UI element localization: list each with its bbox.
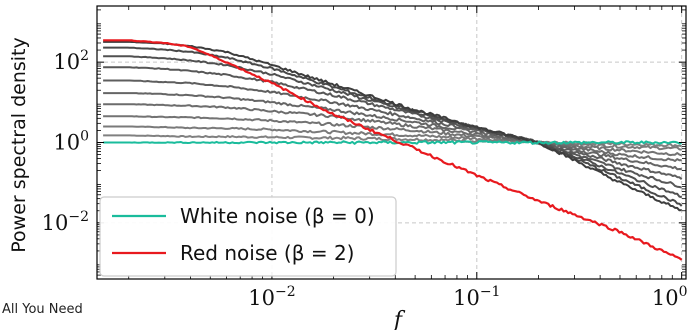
- footer-text: All You Need: [2, 302, 83, 317]
- white-noise-line: [103, 140, 682, 145]
- x-tick-label: 100: [652, 284, 688, 310]
- intermediate-noise-line: [103, 40, 682, 212]
- x-axis-label: f: [392, 308, 406, 330]
- intermediate-noise-line: [103, 103, 682, 162]
- intermediate-noise-line: [103, 134, 682, 148]
- x-tick-label: 10−1: [453, 284, 500, 310]
- tick-labels: 10−2 10−1 100 102 100 10−2: [42, 48, 688, 310]
- legend-label-red-noise: Red noise (β = 2): [180, 241, 354, 265]
- y-tick-label: 102: [53, 48, 89, 74]
- x-tick-label: 10−2: [248, 284, 295, 310]
- intermediate-noise-line: [103, 79, 683, 180]
- red-noise-line: [103, 39, 683, 261]
- legend-label-white-noise: White noise (β = 0): [180, 204, 375, 228]
- intermediate-noise-line: [103, 66, 682, 189]
- legend-box: [99, 196, 397, 277]
- y-axis-label: Power spectral density: [8, 37, 30, 252]
- intermediate-noise-line: [103, 125, 682, 151]
- y-tick-label: 10−2: [42, 209, 89, 235]
- legend: White noise (β = 0) Red noise (β = 2): [99, 196, 397, 277]
- axis-ticks: [97, 6, 686, 280]
- y-tick-label: 100: [53, 129, 89, 155]
- intermediate-noise-line: [103, 115, 683, 157]
- series-layer: [103, 39, 683, 261]
- intermediate-noise-line: [103, 92, 682, 171]
- intermediate-noise-line: [103, 55, 682, 199]
